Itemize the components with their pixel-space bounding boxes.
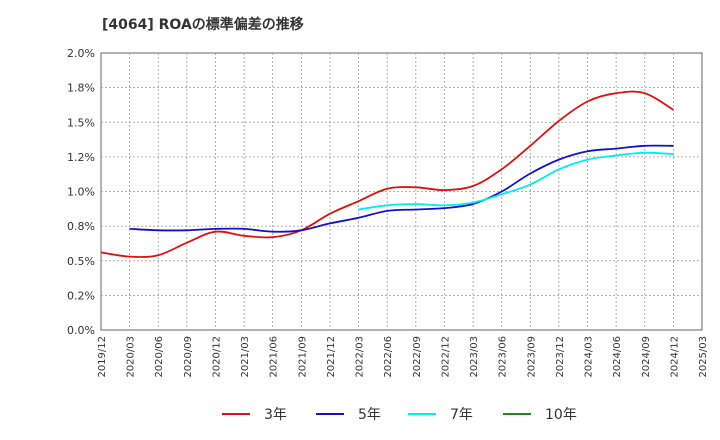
series-line-3年 bbox=[100, 90, 674, 258]
y-tick-label: 1.0% bbox=[67, 186, 95, 199]
y-tick-label: 1.2% bbox=[67, 151, 95, 164]
x-tick-label: 2020/06 bbox=[154, 336, 165, 378]
x-tick-label: 2021/09 bbox=[297, 336, 308, 378]
x-tick-label: 2024/09 bbox=[641, 336, 652, 378]
y-tick-label: 0.5% bbox=[67, 255, 95, 268]
x-tick-label: 2023/03 bbox=[469, 336, 480, 378]
legend: 3年 5年 7年 10年 bbox=[222, 407, 577, 423]
x-tick-label: 2024/12 bbox=[669, 336, 680, 378]
y-tick-label: 1.8% bbox=[67, 82, 95, 95]
y-tick-label: 2.0% bbox=[67, 47, 95, 60]
x-tick-label: 2023/12 bbox=[555, 336, 566, 378]
legend-label-10年: 10年 bbox=[545, 407, 577, 423]
chart-title: [4064] ROAの標準偏差の推移 bbox=[102, 17, 304, 33]
x-tick-label: 2019/12 bbox=[97, 336, 108, 378]
x-tick-label: 2022/12 bbox=[440, 336, 451, 378]
legend-label-5年: 5年 bbox=[358, 407, 381, 423]
x-tick-label: 2023/06 bbox=[498, 336, 509, 378]
x-tick-label: 2024/03 bbox=[584, 336, 595, 378]
y-axis: 0.0% 0.2% 0.5% 0.8% 1.0% 1.2% 1.5% 1.8% 2.0% bbox=[67, 47, 95, 337]
series-lines bbox=[100, 90, 674, 258]
x-tick-label: 2025/03 bbox=[698, 336, 709, 378]
y-tick-label: 0.0% bbox=[67, 324, 95, 337]
x-tick-label: 2023/09 bbox=[526, 336, 537, 378]
x-axis: 2019/12 2020/03 2020/06 2020/09 2020/12 2021/… bbox=[97, 336, 709, 378]
x-tick-label: 2020/03 bbox=[126, 336, 137, 378]
x-tick-label: 2021/12 bbox=[326, 336, 337, 378]
grid-lines bbox=[101, 53, 702, 330]
legend-label-7年: 7年 bbox=[450, 407, 473, 423]
series-line-5年 bbox=[129, 144, 674, 233]
x-tick-label: 2021/03 bbox=[240, 336, 251, 378]
legend-label-3年: 3年 bbox=[264, 407, 287, 423]
x-tick-label: 2021/06 bbox=[269, 336, 280, 378]
y-tick-label: 1.5% bbox=[67, 116, 95, 129]
x-tick-label: 2024/06 bbox=[612, 336, 623, 378]
x-tick-label: 2022/09 bbox=[412, 336, 423, 378]
x-tick-label: 2022/03 bbox=[355, 336, 366, 378]
y-tick-label: 0.8% bbox=[67, 220, 95, 233]
x-tick-label: 2020/12 bbox=[211, 336, 222, 378]
x-tick-label: 2020/09 bbox=[183, 336, 194, 378]
series-line-7年 bbox=[358, 151, 674, 211]
y-tick-label: 0.2% bbox=[67, 289, 95, 302]
x-tick-label: 2022/06 bbox=[383, 336, 394, 378]
